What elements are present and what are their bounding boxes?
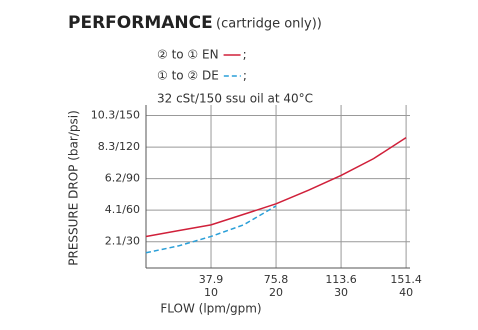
chart-subtitle: (cartridge only)): [216, 17, 322, 32]
legend-separator: ;: [243, 48, 247, 62]
x-tick-label: 10: [204, 286, 218, 299]
x-tick-label: 40: [399, 286, 413, 299]
y-tick-label: 4.1/60: [105, 203, 140, 216]
legend-label: ② to ① EN: [157, 48, 219, 62]
legend-label: ① to ② DE: [157, 69, 219, 83]
y-tick-label: 10.3/150: [91, 109, 140, 122]
y-tick-label: 6.2/90: [105, 172, 140, 185]
annotation: 32 cSt/150 ssu oil at 40°C: [157, 92, 313, 106]
y-axis-title: PRESSURE DROP (bar/psi): [67, 110, 81, 266]
x-tick-label: 20: [269, 286, 283, 299]
x2-tick-label: 37.9: [199, 273, 224, 286]
y-tick-label: 8.3/120: [98, 140, 140, 153]
x-tick-label: 30: [334, 286, 348, 299]
x2-tick-label: 151.4: [390, 273, 422, 286]
y-tick-label: 2.1/30: [105, 235, 140, 248]
x2-tick-label: 113.6: [325, 273, 357, 286]
x-axis-title: FLOW (lpm/gpm): [160, 302, 261, 316]
x2-tick-label: 75.8: [264, 273, 289, 286]
legend-separator: ;: [243, 69, 247, 83]
series-line: [145, 205, 277, 254]
series-line: [145, 136, 407, 238]
chart-title: PERFORMANCE: [68, 13, 213, 33]
